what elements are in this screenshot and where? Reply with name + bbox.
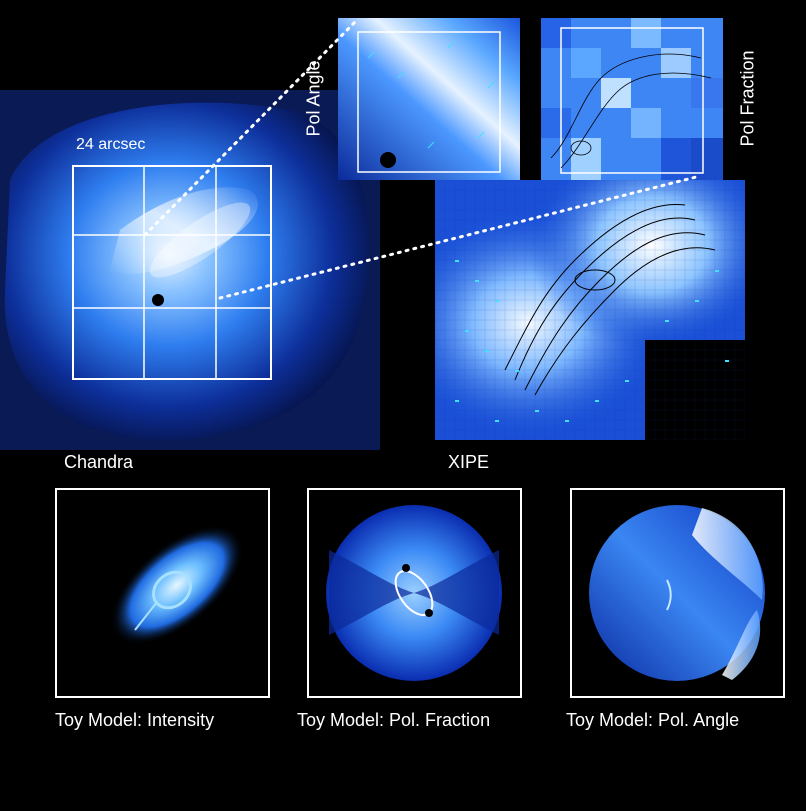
chandra-grid [72, 165, 272, 380]
pol-fraction-inset [541, 18, 723, 180]
pol-angle-inset [338, 18, 520, 180]
scale-label: 24 arcsec [76, 136, 146, 153]
pol-angle-label: Pol Angle [303, 60, 324, 137]
toy-model-pol-fraction-frame [307, 488, 522, 698]
chandra-label: Chandra [64, 452, 134, 472]
toy-model-intensity-frame [55, 488, 270, 698]
toy-intensity-caption: Toy Model: Intensity [55, 710, 215, 730]
xipe-map [435, 180, 745, 440]
toy-pol-angle-caption: Toy Model: Pol. Angle [566, 710, 740, 730]
toy-pol-fraction-caption: Toy Model: Pol. Fraction [297, 710, 491, 730]
xipe-label: XIPE [448, 452, 490, 472]
toy-model-pol-angle-frame [570, 488, 785, 698]
pol-fraction-label: Pol Fraction [737, 50, 758, 147]
